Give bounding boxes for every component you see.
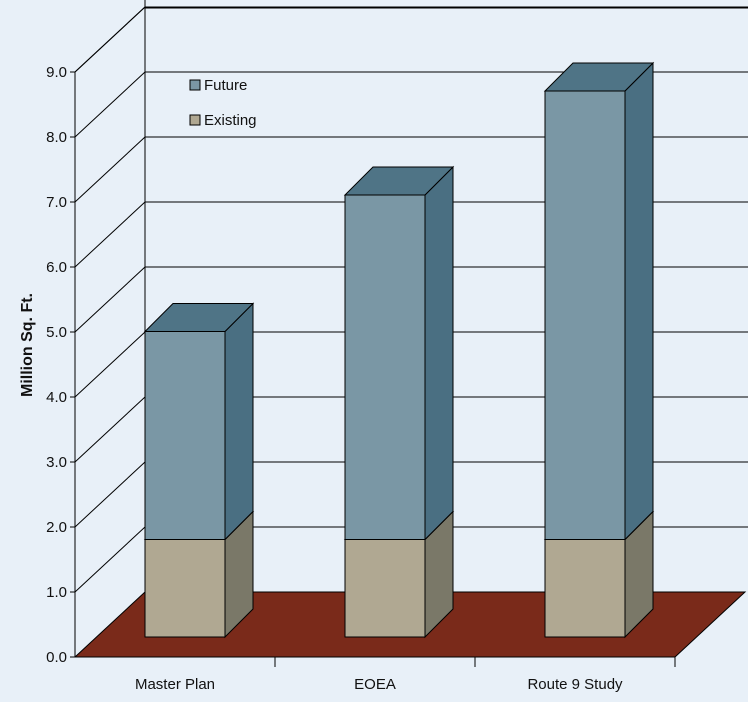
x-tick-label: EOEA	[354, 676, 396, 693]
bar-future	[343, 165, 455, 541]
bar-existing-front	[344, 539, 426, 638]
y-tick-label: 8.0	[46, 129, 67, 146]
gridline-diagonal	[74, 331, 146, 398]
bar-future	[143, 302, 255, 541]
gridline-diagonal	[74, 266, 146, 333]
bars-layer	[143, 61, 655, 639]
legend-swatch	[189, 79, 201, 91]
bar-future-side	[424, 165, 454, 541]
gridline-diagonal	[74, 71, 146, 138]
bar-future-front	[144, 331, 226, 540]
y-tick-label: 2.0	[46, 519, 67, 536]
gridline-diagonal	[74, 396, 146, 463]
bar-existing-front	[144, 539, 226, 638]
legend-label: Future	[204, 77, 247, 94]
legend-swatch	[189, 114, 201, 126]
wall-edge	[74, 6, 146, 73]
x-tick-label: Route 9 Study	[527, 676, 623, 693]
bar-future-top	[343, 166, 455, 196]
y-tick-label: 7.0	[46, 194, 67, 211]
bar-future	[543, 61, 655, 541]
bar-future-front	[544, 90, 626, 540]
gridline-diagonal	[74, 136, 146, 203]
axes-layer: 0.0 1.0 2.0 3.0 4.0 5.0 6.0 7.0 8.0 9.0 Master Pla…	[46, 64, 676, 693]
bar-future-top	[543, 62, 655, 92]
y-tick-label: 5.0	[46, 324, 67, 341]
gridline-diagonal	[74, 461, 146, 528]
legend: Future Existing	[189, 77, 257, 129]
y-tick-label: 1.0	[46, 584, 67, 601]
gridline-diagonal	[74, 201, 146, 268]
bar-future-side	[224, 302, 254, 541]
y-tick-label: 0.0	[46, 649, 67, 666]
y-tick-label: 3.0	[46, 454, 67, 471]
gridline-diagonal	[74, 526, 146, 593]
y-tick-label: 9.0	[46, 64, 67, 81]
bar-existing-front	[544, 539, 626, 638]
y-tick-label: 4.0	[46, 389, 67, 406]
y-axis-label: Million Sq. Ft.	[19, 293, 36, 397]
bar-future-top	[143, 303, 255, 332]
legend-label: Existing	[204, 112, 257, 129]
y-tick-label: 6.0	[46, 259, 67, 276]
bar-future-front	[344, 194, 426, 540]
bar-future-side	[624, 61, 654, 541]
x-tick-label: Master Plan	[135, 676, 215, 693]
